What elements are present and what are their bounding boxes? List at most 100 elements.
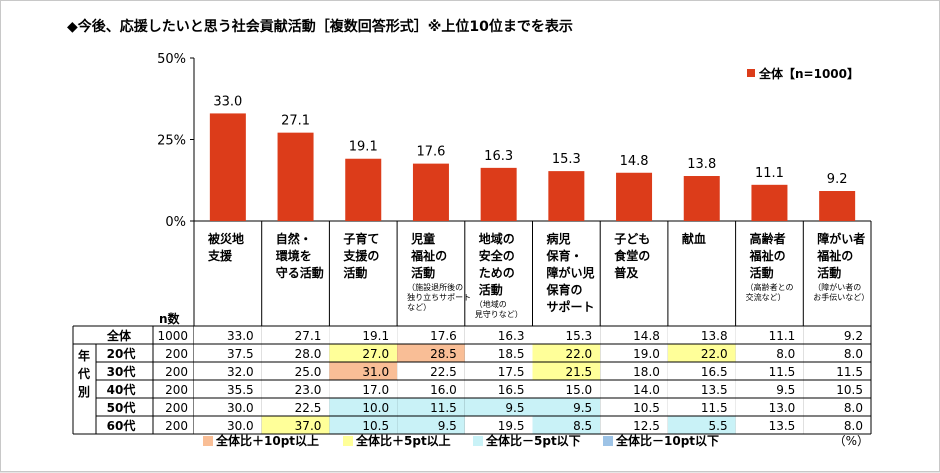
table-value: 18.0 <box>633 365 660 379</box>
category-sublabel: 独り立ちサポート <box>407 292 471 302</box>
table-value: 14.8 <box>633 329 660 343</box>
bar <box>345 158 382 221</box>
highlight-legend-label: 全体比＋5pt以上 <box>355 433 451 448</box>
category-label: 守る活動 <box>276 265 324 280</box>
table-cell <box>667 380 736 398</box>
table-value: 9.5 <box>776 383 795 397</box>
bar-value-label: 19.1 <box>349 140 378 155</box>
bar <box>616 172 653 221</box>
table-value: 13.5 <box>701 383 728 397</box>
table-cell <box>735 398 804 416</box>
category-label: 環境を <box>276 248 312 263</box>
table-cell <box>397 380 465 398</box>
table-value: 13.5 <box>769 419 796 433</box>
table-value: 11.5 <box>836 365 863 379</box>
table-value: 8.0 <box>844 401 863 415</box>
row-label: 全体 <box>106 328 132 343</box>
y-tick-label: 25% <box>157 134 186 149</box>
category-label: 福祉の <box>816 248 853 263</box>
table-cell <box>600 380 668 398</box>
table-cell <box>803 398 871 416</box>
table-value: 22.0 <box>701 347 728 361</box>
table-value: 30.0 <box>227 419 254 433</box>
table-cell <box>600 398 668 416</box>
y-tick-label: 50% <box>157 52 186 67</box>
table-cell <box>803 380 871 398</box>
table-cell <box>532 380 601 398</box>
bar <box>548 171 585 221</box>
table-cell <box>803 362 871 380</box>
table-cell <box>532 362 601 380</box>
category-sublabel: など） <box>407 303 431 312</box>
table-value: 22.5 <box>430 365 457 379</box>
category-label: 福祉の <box>410 248 447 263</box>
row-n: 200 <box>165 383 188 397</box>
table-cell <box>397 398 465 416</box>
legend-entry: 全体【n=1000】 <box>758 66 859 81</box>
table-cell <box>803 326 871 344</box>
table-cell <box>667 326 736 344</box>
table-cell <box>600 416 668 434</box>
table-value: 9.5 <box>573 401 592 415</box>
category-label: 保育・ <box>546 248 583 263</box>
table-value: 10.5 <box>362 419 389 433</box>
table-value: 10.0 <box>362 401 389 415</box>
category-label: ための <box>479 266 515 280</box>
table-cell <box>194 344 262 362</box>
table-cell <box>261 416 330 434</box>
table-cell <box>397 362 465 380</box>
n-header: n数 <box>159 311 181 326</box>
category-label: サポート <box>547 299 595 314</box>
category-sublabel: （高齢者との <box>746 282 794 292</box>
table-value: 28.0 <box>295 347 322 361</box>
table-value: 15.0 <box>565 383 592 397</box>
bar <box>751 184 788 221</box>
category-label: 地域の <box>479 231 515 246</box>
table-value: 11.5 <box>769 365 796 379</box>
category-sublabel: （地域の <box>475 299 507 309</box>
category-label: 普及 <box>614 265 639 280</box>
table-value: 32.0 <box>227 365 254 379</box>
table-value: 5.5 <box>709 419 728 433</box>
row-label: 50代 <box>107 400 136 415</box>
table-value: 27.1 <box>295 329 322 343</box>
table-cell <box>329 344 398 362</box>
category-label: 活動 <box>343 265 367 280</box>
table-cell <box>464 380 533 398</box>
table-cell <box>261 344 330 362</box>
category-label: 子ども <box>614 232 650 246</box>
bar-value-label: 11.1 <box>755 166 784 181</box>
table-value: 13.0 <box>769 401 796 415</box>
table-cell <box>667 416 736 434</box>
table-value: 8.5 <box>573 419 592 433</box>
row-n: 200 <box>165 347 188 361</box>
table-cell <box>464 416 533 434</box>
table-value: 17.0 <box>362 383 389 397</box>
highlight-swatch <box>343 436 353 446</box>
bar-value-label: 16.3 <box>484 149 513 164</box>
table-value: 30.0 <box>227 401 254 415</box>
highlight-legend-label: 全体比－5pt以下 <box>485 433 581 448</box>
category-label: 献血 <box>682 231 706 246</box>
category-label: 福祉の <box>749 248 786 263</box>
category-sublabel: 交流など） <box>746 292 786 302</box>
table-value: 28.5 <box>430 347 457 361</box>
category-label: 食堂の <box>613 248 650 263</box>
table-value: 22.5 <box>295 401 322 415</box>
table-value: 11.5 <box>701 401 728 415</box>
highlight-swatch <box>473 436 483 446</box>
bar <box>683 176 720 221</box>
category-sublabel: 見守りなど） <box>475 309 523 319</box>
table-value: 19.0 <box>633 347 660 361</box>
bar <box>412 163 449 221</box>
table-cell <box>397 416 465 434</box>
table-value: 10.5 <box>633 401 660 415</box>
table-cell <box>532 416 601 434</box>
table-cell <box>735 344 804 362</box>
table-cell <box>532 398 601 416</box>
table-cell <box>735 416 804 434</box>
table-value: 8.0 <box>776 347 795 361</box>
table-value: 37.5 <box>227 347 254 361</box>
table-cell <box>464 344 533 362</box>
